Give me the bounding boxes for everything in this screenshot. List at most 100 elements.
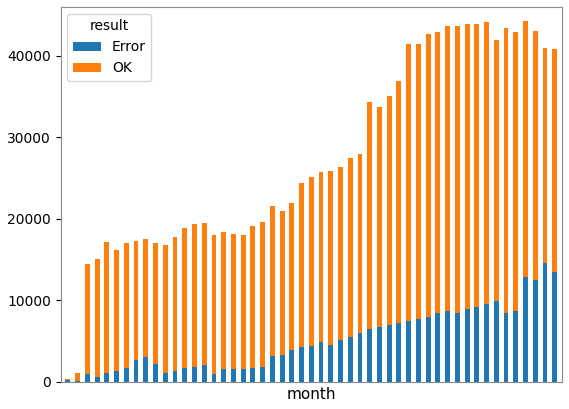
Bar: [357, 153, 362, 333]
Bar: [231, 369, 236, 382]
Bar: [270, 206, 275, 356]
Bar: [504, 28, 509, 313]
Bar: [397, 323, 401, 382]
Bar: [367, 102, 372, 329]
Bar: [504, 313, 509, 382]
Bar: [221, 232, 226, 369]
Bar: [143, 239, 148, 357]
Bar: [328, 345, 333, 382]
Bar: [513, 32, 518, 311]
Bar: [445, 26, 450, 311]
Bar: [172, 371, 178, 382]
Bar: [513, 311, 518, 382]
Bar: [299, 183, 304, 347]
Bar: [153, 364, 158, 382]
Bar: [212, 374, 216, 382]
Bar: [426, 317, 431, 382]
Bar: [484, 22, 489, 304]
Bar: [348, 158, 353, 337]
Bar: [279, 211, 284, 355]
Bar: [290, 203, 294, 350]
Bar: [85, 374, 90, 382]
Bar: [104, 373, 109, 382]
Bar: [192, 367, 197, 382]
Bar: [85, 264, 90, 374]
Bar: [397, 81, 401, 323]
Bar: [328, 171, 333, 345]
Bar: [455, 313, 460, 382]
Bar: [416, 319, 421, 382]
Bar: [163, 373, 168, 382]
Bar: [455, 27, 460, 313]
Bar: [494, 301, 498, 382]
Bar: [494, 40, 498, 301]
Bar: [260, 367, 265, 382]
Bar: [445, 311, 450, 382]
Bar: [163, 245, 168, 373]
Bar: [542, 48, 547, 263]
Bar: [319, 342, 323, 382]
Bar: [338, 166, 343, 340]
Bar: [114, 371, 119, 382]
Bar: [552, 49, 557, 272]
Bar: [221, 369, 226, 382]
Legend: Error, OK: Error, OK: [68, 14, 151, 81]
Bar: [134, 360, 138, 382]
Bar: [241, 235, 246, 369]
Bar: [309, 346, 314, 382]
Bar: [202, 223, 207, 365]
Bar: [172, 237, 178, 371]
Bar: [65, 379, 71, 380]
Bar: [426, 34, 431, 317]
Bar: [134, 240, 138, 360]
Bar: [124, 369, 129, 382]
Bar: [367, 329, 372, 382]
Bar: [552, 272, 557, 382]
Bar: [250, 368, 255, 382]
Bar: [231, 234, 236, 369]
Bar: [250, 226, 255, 368]
Bar: [94, 259, 100, 378]
Bar: [475, 308, 479, 382]
Bar: [406, 321, 411, 382]
Bar: [533, 31, 538, 280]
Bar: [75, 381, 80, 382]
Bar: [309, 177, 314, 346]
Bar: [484, 304, 489, 382]
Bar: [348, 337, 353, 382]
X-axis label: month: month: [287, 387, 336, 402]
Bar: [465, 309, 469, 382]
Bar: [523, 277, 528, 382]
Bar: [357, 333, 362, 382]
Bar: [299, 347, 304, 382]
Bar: [65, 380, 71, 382]
Bar: [416, 44, 421, 319]
Bar: [75, 373, 80, 381]
Bar: [435, 313, 440, 382]
Bar: [270, 356, 275, 382]
Bar: [182, 369, 187, 382]
Bar: [533, 280, 538, 382]
Bar: [279, 355, 284, 382]
Bar: [406, 45, 411, 321]
Bar: [338, 340, 343, 382]
Bar: [319, 172, 323, 342]
Bar: [542, 263, 547, 382]
Bar: [465, 24, 469, 309]
Bar: [241, 369, 246, 382]
Bar: [475, 24, 479, 308]
Bar: [377, 107, 382, 327]
Bar: [143, 357, 148, 382]
Bar: [192, 225, 197, 367]
Bar: [182, 227, 187, 369]
Bar: [387, 96, 391, 324]
Bar: [104, 242, 109, 373]
Bar: [212, 235, 216, 374]
Bar: [290, 350, 294, 382]
Bar: [435, 32, 440, 313]
Bar: [260, 222, 265, 367]
Bar: [377, 327, 382, 382]
Bar: [124, 243, 129, 369]
Bar: [94, 378, 100, 382]
Bar: [523, 21, 528, 277]
